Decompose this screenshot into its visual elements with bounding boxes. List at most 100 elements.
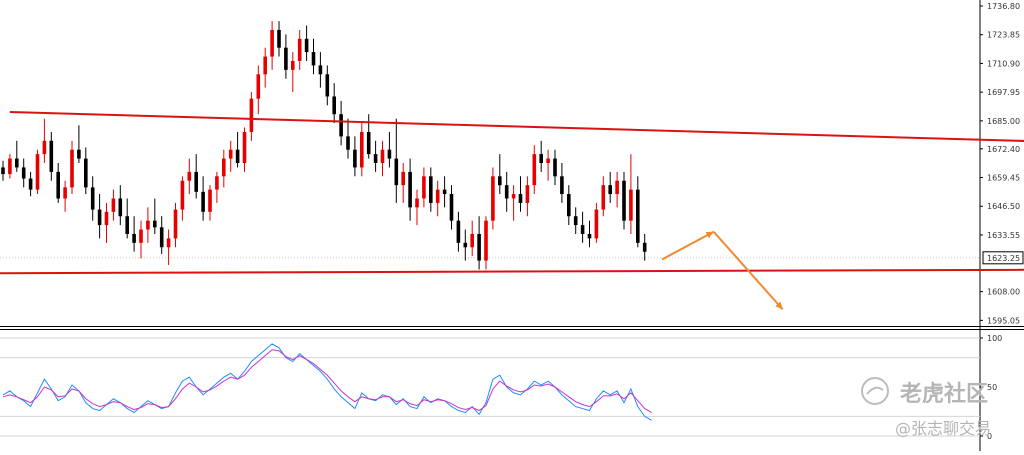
bear-candle <box>97 209 102 226</box>
bear-candle <box>90 187 95 210</box>
bear-candle <box>15 158 19 168</box>
bull-candle <box>525 185 530 203</box>
price-tick-label: 1697.95 <box>987 88 1020 97</box>
bull-candle <box>297 38 302 61</box>
indicator-series-signal <box>2 349 652 413</box>
price-tick-label: 1723.85 <box>987 31 1020 40</box>
bull-candle <box>511 194 516 199</box>
bull-candle <box>360 131 364 168</box>
bull-candle <box>249 98 254 132</box>
indicator-series-main <box>2 343 652 421</box>
bear-candle <box>284 47 288 70</box>
bear-candle <box>636 189 640 243</box>
resistance-trendline[interactable] <box>9 110 1024 163</box>
price-tick-label: 1736.80 <box>987 2 1020 11</box>
bear-candle <box>366 131 371 155</box>
bull-candle <box>111 198 116 212</box>
bull-candle <box>435 189 440 203</box>
bear-candle <box>304 38 309 53</box>
bull-candle <box>35 154 40 190</box>
bear-candle <box>159 227 164 248</box>
bull-candle <box>629 189 633 221</box>
bear-candle <box>153 220 157 228</box>
bear-candle <box>56 171 60 199</box>
bear-candle <box>587 233 592 239</box>
bull-candle <box>256 74 261 99</box>
bull-candle <box>242 131 247 163</box>
tiger-logo-stripe <box>866 386 884 395</box>
bull-candle <box>146 220 150 230</box>
bull-candle <box>70 149 74 188</box>
bull-candle <box>484 220 488 261</box>
bull-candle <box>546 158 550 163</box>
bull-candle <box>470 233 474 248</box>
bear-candle <box>580 225 585 234</box>
bear-candle <box>567 194 571 217</box>
candles-group <box>1 21 647 270</box>
bear-candle <box>49 140 54 172</box>
bear-candle <box>573 216 578 226</box>
bear-candle <box>373 154 378 163</box>
arrow-head-icon <box>705 231 714 239</box>
bull-candle <box>422 176 426 199</box>
price-tick-label: 1608.00 <box>987 288 1020 297</box>
bear-candle <box>201 191 205 212</box>
indicator-panel <box>0 337 980 437</box>
bull-candle <box>8 158 12 175</box>
bear-candle <box>463 242 468 248</box>
bear-candle <box>608 185 612 195</box>
bull-candle <box>180 180 185 210</box>
price-axis: 1736.80 1723.85 1710.90 1697.95 1685.00 1672.… <box>980 2 1024 325</box>
bull-candle <box>263 56 267 75</box>
support-trendline[interactable] <box>0 267 1024 275</box>
indicator-axis: 100 50 0 <box>980 334 1002 441</box>
current-price-label: 1623.25 <box>987 254 1020 263</box>
forecast-arrows-group <box>661 230 784 311</box>
bull-candle <box>139 229 143 243</box>
bear-candle <box>277 29 281 48</box>
bear-candle <box>394 158 399 186</box>
price-tick-label: 1633.55 <box>987 231 1020 240</box>
bull-candle <box>215 176 219 190</box>
bear-candle <box>387 149 392 159</box>
bear-candle <box>1 167 5 175</box>
bear-candle <box>642 242 647 252</box>
bull-candle <box>166 238 171 248</box>
price-tick-label: 1685.00 <box>987 117 1020 126</box>
bull-candle <box>532 154 537 186</box>
bear-candle <box>194 171 198 192</box>
current-price-box <box>982 251 1024 265</box>
bear-candle <box>504 185 509 199</box>
trendlines-group <box>0 110 1024 275</box>
bear-candle <box>28 178 33 190</box>
bear-candle <box>84 158 88 188</box>
bull-candle <box>63 187 67 199</box>
watermark: 老虎社区 @张志聊交易 <box>861 377 991 438</box>
bear-candle <box>21 167 26 179</box>
watermark-author: @张志聊交易 <box>895 419 991 438</box>
price-tick-label: 1595.05 <box>987 316 1020 325</box>
bull-candle <box>270 29 274 57</box>
bull-candle <box>228 149 233 159</box>
bear-candle <box>622 180 626 221</box>
bear-candle <box>442 189 447 195</box>
bear-candle <box>518 194 523 203</box>
forecast-arrow-down <box>712 231 784 311</box>
bull-candle <box>187 171 192 181</box>
bear-candle <box>449 194 454 221</box>
bear-candle <box>456 220 461 243</box>
bear-candle <box>353 149 357 168</box>
bull-candle <box>173 209 178 239</box>
tiger-logo-icon <box>861 377 889 405</box>
bull-candle <box>222 158 226 177</box>
bear-candle <box>498 176 502 186</box>
price-tick-label: 1646.50 <box>987 202 1020 211</box>
bear-candle <box>339 114 343 137</box>
bear-candle <box>132 233 136 243</box>
bull-candle <box>42 140 47 155</box>
bear-candle <box>311 52 316 66</box>
indicator-tick-label: 0 <box>987 432 992 441</box>
